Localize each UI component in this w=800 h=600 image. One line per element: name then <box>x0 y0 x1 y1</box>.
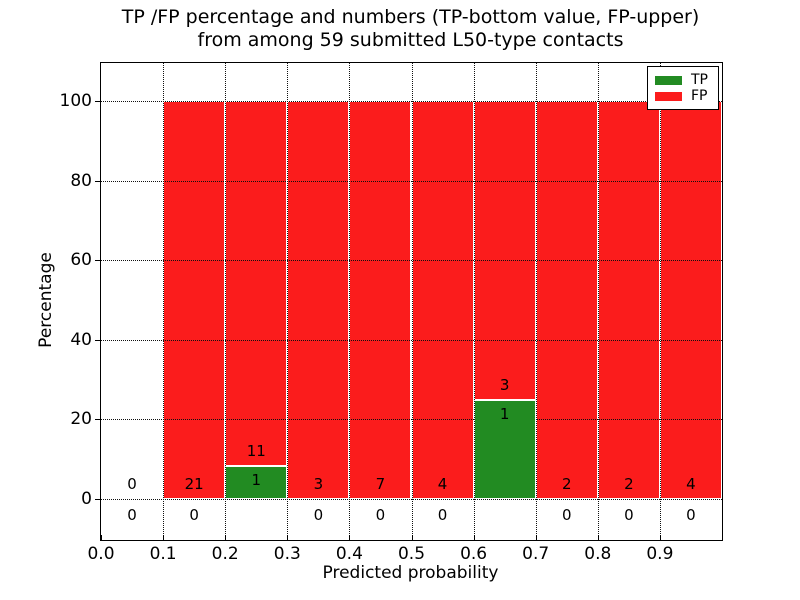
x-tick <box>411 535 413 540</box>
bar-fp <box>411 101 474 499</box>
v-gridline <box>411 63 413 540</box>
v-gridline <box>349 63 351 540</box>
chart-title-line1: TP /FP percentage and numbers (TP-bottom… <box>121 6 700 28</box>
x-tick <box>659 535 661 540</box>
v-gridline <box>163 63 165 540</box>
fp-count-label: 4 <box>686 475 696 494</box>
bar-fp <box>473 101 536 400</box>
x-tick <box>473 535 475 540</box>
bar-fp <box>225 101 288 466</box>
v-gridline <box>659 63 661 540</box>
v-gridline <box>597 63 599 540</box>
fp-count-label: 3 <box>499 375 510 394</box>
x-tick <box>597 535 599 540</box>
y-tick-label: 80 <box>70 170 92 191</box>
x-tick <box>225 535 227 540</box>
v-gridline <box>535 63 537 540</box>
x-tick-label: 0.0 <box>87 544 115 564</box>
x-axis-title: Predicted probability <box>322 563 499 583</box>
bar-fp <box>535 101 598 499</box>
y-tick-label: 60 <box>70 250 92 271</box>
fp-count-label: 4 <box>437 475 448 494</box>
y-tick-label: 0 <box>81 489 92 509</box>
legend-item-fp: FP <box>655 88 718 104</box>
y-tick-label: 100 <box>59 91 92 112</box>
x-tick-label: 0.3 <box>273 544 301 564</box>
bar-fp <box>163 101 226 499</box>
chart-title: TP /FP percentage and numbers (TP-bottom… <box>100 6 721 52</box>
x-tick <box>101 535 102 540</box>
x-tick <box>287 535 289 540</box>
tp-count-label: 0 <box>437 505 448 524</box>
y-tick <box>95 339 100 341</box>
y-tick-label: 40 <box>70 329 92 350</box>
x-tick <box>163 535 165 540</box>
bar-fp <box>287 101 350 499</box>
fp-color-swatch <box>655 91 682 101</box>
fp-count-label: 21 <box>184 475 204 494</box>
bar-fp <box>597 101 660 499</box>
y-tick <box>95 180 100 182</box>
chart-title-line2: from among 59 submitted L50-type contact… <box>197 29 624 51</box>
tp-count-label: 0 <box>189 505 199 524</box>
fp-count-label: 2 <box>624 475 634 494</box>
x-tick <box>349 535 351 540</box>
y-tick <box>95 260 100 262</box>
plot-area: 0 20 40 60 80 100 0.0 0.1 0.2 0.3 0.4 0.5 0.6 0.7 0.8 0… <box>60 62 723 564</box>
legend-item-tp: TP <box>655 72 718 88</box>
bar-tp <box>225 465 288 499</box>
legend-label-tp: TP <box>691 72 708 88</box>
x-tick-label: 0.9 <box>646 544 674 564</box>
x-tick-label: 0.8 <box>584 544 612 564</box>
x-tick-label: 0.7 <box>522 544 550 564</box>
v-gridline <box>225 63 227 540</box>
bar-fp <box>349 101 412 499</box>
y-tick <box>95 419 100 421</box>
fp-count-label: 7 <box>375 475 386 494</box>
tp-count-label: 0 <box>313 505 324 524</box>
tp-count-label: 1 <box>499 404 510 423</box>
v-gridline <box>287 63 289 540</box>
tp-color-swatch <box>655 75 682 85</box>
x-tick-label: 0.2 <box>211 544 239 564</box>
tp-count-label: 1 <box>251 470 261 489</box>
y-tick-label: 20 <box>70 409 92 430</box>
x-tick-label: 0.1 <box>149 544 177 564</box>
fp-count-label: 2 <box>561 475 572 494</box>
bar-tp <box>473 399 536 499</box>
x-tick <box>535 535 537 540</box>
x-tick-label: 0.6 <box>460 544 488 564</box>
legend-label-fp: FP <box>691 88 708 104</box>
fp-count-label: 0 <box>127 475 137 494</box>
y-tick <box>95 499 100 500</box>
x-tick-label: 0.5 <box>397 544 426 564</box>
tp-count-label: 0 <box>375 505 386 524</box>
tp-count-label: 0 <box>561 505 572 524</box>
legend: TP FP <box>647 66 719 110</box>
x-tick-label: 0.4 <box>335 544 363 564</box>
bar-fp <box>659 101 722 499</box>
fp-count-label: 3 <box>313 475 324 494</box>
fp-count-label: 11 <box>246 442 266 461</box>
y-tick <box>95 101 100 103</box>
tp-count-label: 0 <box>686 505 696 524</box>
tp-count-label: 0 <box>127 505 137 524</box>
v-gridline <box>473 63 475 540</box>
tp-count-label: 0 <box>624 505 634 524</box>
